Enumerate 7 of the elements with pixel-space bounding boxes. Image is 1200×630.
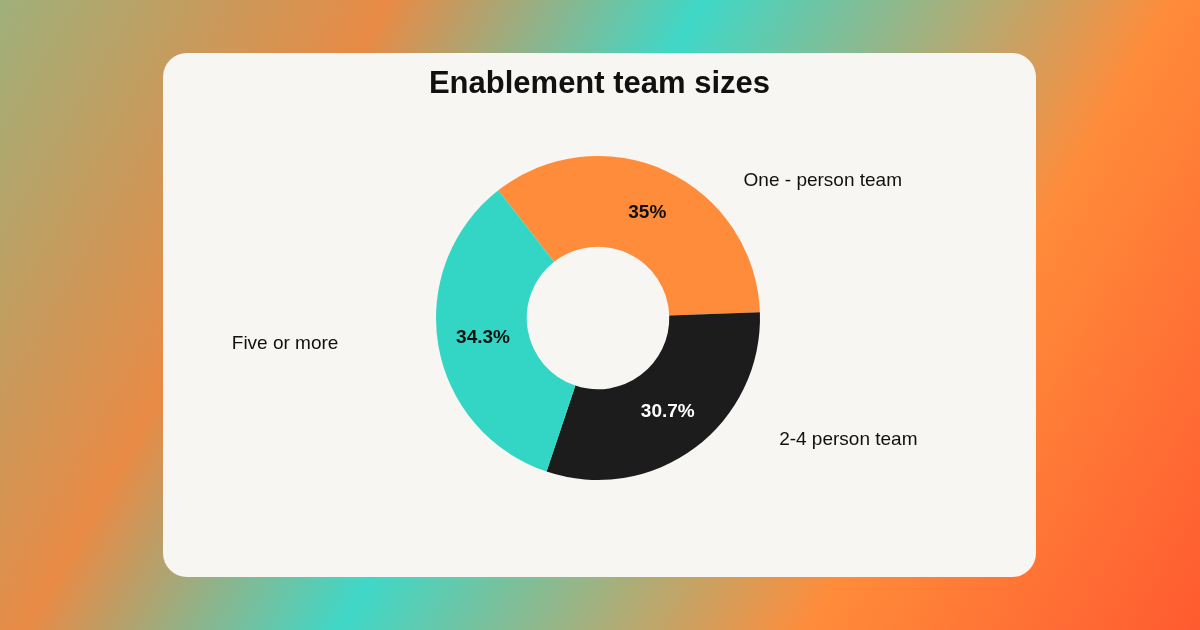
data-label: 35% [628, 200, 667, 222]
data-label: 34.3% [456, 325, 511, 347]
slice-label: Five or more [231, 331, 339, 353]
slice-label: One - person team [743, 168, 902, 190]
slice-label: 2-4 person team [779, 427, 918, 449]
data-label: 30.7% [640, 399, 695, 421]
chart-title: Enablement team sizes [427, 65, 772, 101]
